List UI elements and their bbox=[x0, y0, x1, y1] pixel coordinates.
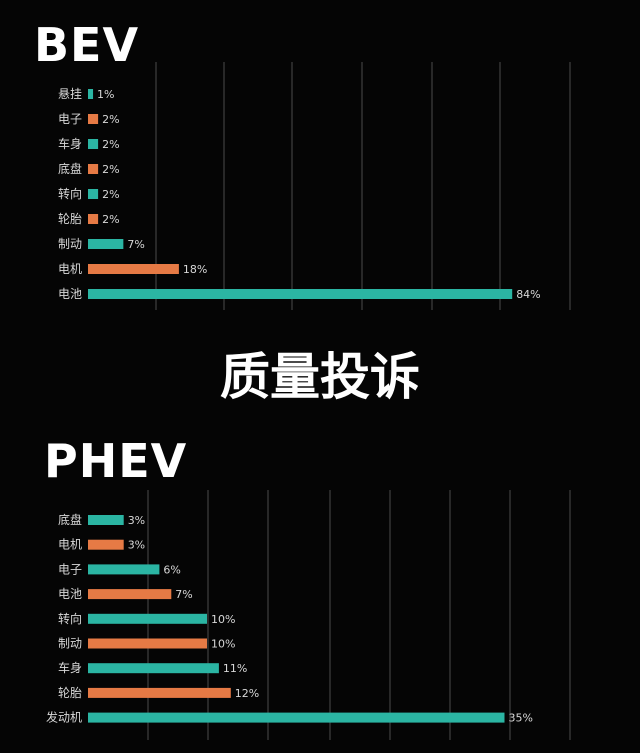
bev-category-label: 轮胎 bbox=[58, 212, 82, 226]
bev-value-label: 2% bbox=[102, 163, 119, 176]
bev-bar-制动 bbox=[88, 239, 124, 249]
bev-bar-底盘 bbox=[88, 164, 99, 174]
phev-category-label: 制动 bbox=[58, 637, 82, 651]
phev-value-label: 11% bbox=[223, 662, 247, 675]
phev-value-label: 3% bbox=[128, 514, 145, 527]
bev-category-label: 底盘 bbox=[58, 161, 82, 176]
bev-category-label: 电子 bbox=[58, 112, 82, 126]
phev-value-label: 10% bbox=[211, 613, 235, 626]
phev-bar-发动机 bbox=[88, 712, 505, 723]
phev-category-label: 电池 bbox=[58, 587, 82, 601]
phev-bar-电子 bbox=[88, 564, 160, 575]
bev-category-label: 转向 bbox=[58, 186, 82, 201]
phev-value-label: 7% bbox=[175, 588, 192, 601]
bev-category-label: 电池 bbox=[58, 287, 82, 301]
phev-bar-电池 bbox=[88, 589, 172, 600]
bev-value-label: 2% bbox=[102, 138, 119, 151]
bev-category-label: 车身 bbox=[58, 136, 82, 151]
phev-value-label: 6% bbox=[163, 563, 180, 576]
bev-bar-chart: 悬挂 1% 电子 2% 车身 2% 底盘 2% 转向 2% 轮胎 2% 制动 7% 电机 18% 电池 84% bbox=[58, 62, 571, 310]
bev-value-label: 18% bbox=[183, 263, 207, 276]
bev-bar-轮胎 bbox=[88, 214, 99, 224]
bev-category-label: 制动 bbox=[58, 237, 82, 251]
bev-category-label: 悬挂 bbox=[58, 87, 82, 101]
bev-value-label: 1% bbox=[97, 88, 114, 101]
phev-category-label: 发动机 bbox=[46, 710, 82, 725]
phev-category-label: 轮胎 bbox=[58, 686, 82, 700]
phev-bar-电机 bbox=[88, 539, 124, 550]
phev-value-label: 3% bbox=[128, 539, 145, 552]
bev-bar-电池 bbox=[88, 289, 513, 299]
bev-bar-电子 bbox=[88, 114, 99, 124]
bev-bar-悬挂 bbox=[88, 89, 94, 99]
bev-bar-车身 bbox=[88, 139, 99, 149]
bev-bar-转向 bbox=[88, 189, 99, 199]
phev-bar-转向 bbox=[88, 613, 207, 624]
bev-value-label: 7% bbox=[127, 238, 144, 251]
phev-bar-车身 bbox=[88, 663, 219, 674]
phev-category-label: 电机 bbox=[58, 538, 82, 552]
phev-bar-底盘 bbox=[88, 515, 124, 525]
main-title: 质量投诉 bbox=[220, 348, 420, 406]
phev-category-label: 转向 bbox=[58, 611, 82, 626]
bev-value-label: 2% bbox=[102, 213, 119, 226]
phev-chart-title: PHEV bbox=[44, 434, 188, 488]
phev-category-label: 车身 bbox=[58, 660, 82, 675]
phev-value-label: 35% bbox=[509, 712, 533, 725]
bev-category-label: 电机 bbox=[58, 262, 82, 276]
phev-bar-轮胎 bbox=[88, 687, 231, 698]
bev-value-label: 2% bbox=[102, 113, 119, 126]
bev-chart-title: BEV bbox=[34, 18, 140, 72]
phev-category-label: 底盘 bbox=[58, 512, 82, 527]
phev-value-label: 10% bbox=[211, 638, 235, 651]
bev-bar-电机 bbox=[88, 264, 179, 274]
phev-bar-制动 bbox=[88, 638, 207, 649]
phev-category-label: 电子 bbox=[58, 562, 82, 576]
phev-value-label: 12% bbox=[235, 687, 259, 700]
bev-value-label: 84% bbox=[516, 288, 540, 301]
bev-value-label: 2% bbox=[102, 188, 119, 201]
